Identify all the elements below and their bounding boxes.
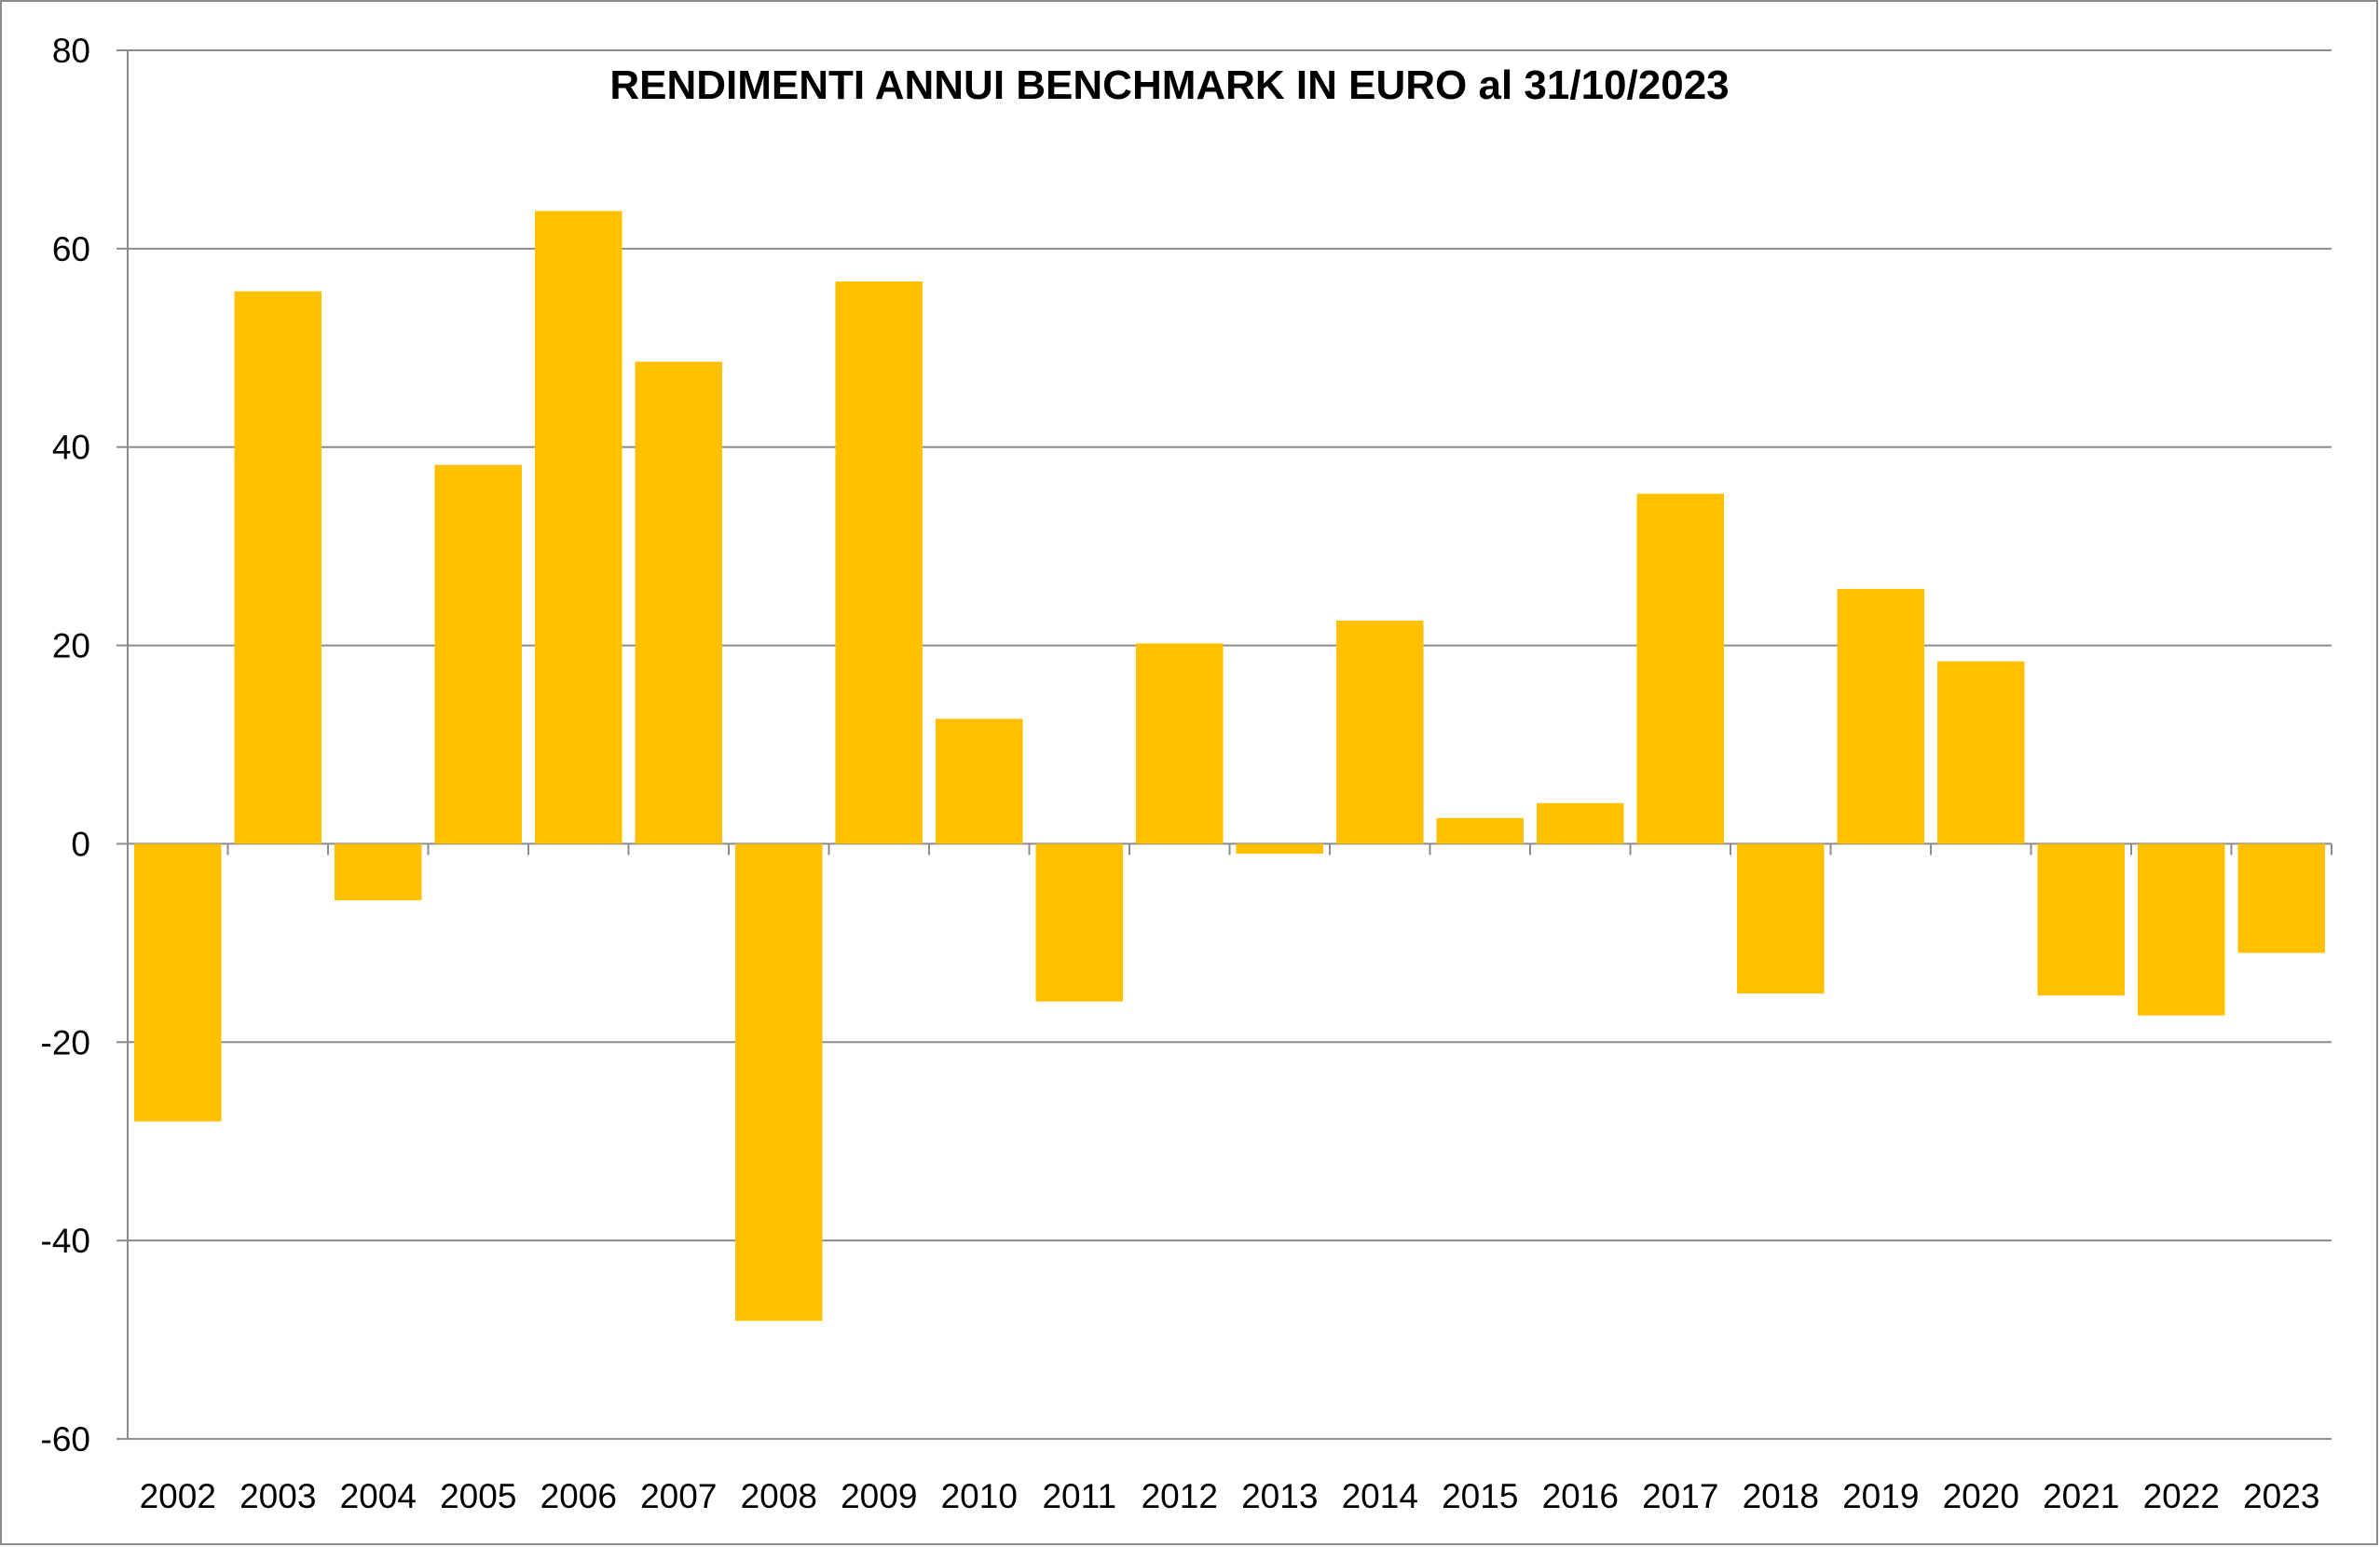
x-tick-label: 2020	[1943, 1477, 2019, 1515]
x-tick-label: 2013	[1241, 1477, 1318, 1515]
y-tick-label: 80	[52, 32, 90, 70]
bar-2022	[2137, 843, 2225, 1016]
x-tick-label: 2012	[1142, 1477, 1218, 1515]
bar-2020	[1936, 661, 2025, 844]
y-tick-label: 40	[52, 429, 90, 467]
x-tick-label: 2019	[1842, 1477, 1919, 1515]
bar-2018	[1736, 843, 1825, 994]
bar-2007	[635, 362, 723, 844]
y-axis-ticks: -60 -40 -20 0 20 40 60 80	[41, 32, 128, 1458]
x-tick-label: 2017	[1642, 1477, 1718, 1515]
y-tick-label: 20	[52, 627, 90, 665]
bar-2014	[1335, 620, 1424, 844]
x-tick-label: 2015	[1442, 1477, 1518, 1515]
bar-2004	[334, 843, 422, 901]
y-tick-label: 60	[52, 230, 90, 268]
y-tick-label: 0	[71, 825, 90, 863]
x-tick-label: 2006	[540, 1477, 617, 1515]
bar-2009	[835, 281, 923, 844]
bar-2011	[1035, 843, 1124, 1002]
bar-2013	[1236, 843, 1324, 855]
bar-2019	[1837, 588, 1925, 844]
bars	[133, 211, 2326, 1321]
x-tick-label: 2003	[239, 1477, 316, 1515]
x-tick-label: 2023	[2243, 1477, 2319, 1515]
x-tick-label: 2005	[440, 1477, 516, 1515]
x-tick-label: 2002	[140, 1477, 216, 1515]
x-tick-label: 2011	[1042, 1477, 1116, 1515]
bar-2003	[234, 291, 322, 844]
bar-2010	[935, 719, 1023, 844]
x-tick-label: 2018	[1743, 1477, 1819, 1515]
bar-2017	[1636, 493, 1725, 844]
bar-2016	[1536, 802, 1624, 844]
bar-2012	[1135, 643, 1224, 844]
x-tick-label: 2014	[1342, 1477, 1418, 1515]
x-tick-label: 2010	[941, 1477, 1018, 1515]
bar-2021	[2037, 843, 2126, 996]
bar-2002	[133, 843, 222, 1122]
x-tick-label: 2007	[640, 1477, 717, 1515]
y-tick-label: -40	[41, 1222, 90, 1260]
x-tick-label: 2021	[2043, 1477, 2119, 1515]
bar-2006	[534, 211, 622, 844]
y-tick-label: -60	[41, 1420, 90, 1458]
y-tick-label: -20	[41, 1023, 90, 1061]
x-tick-label: 2004	[340, 1477, 417, 1515]
x-tick-label: 2016	[1542, 1477, 1619, 1515]
chart-title: RENDIMENTI ANNUI BENCHMARK IN EURO al 31…	[609, 62, 1729, 108]
x-tick-label: 2008	[741, 1477, 817, 1515]
x-tick-label: 2009	[841, 1477, 917, 1515]
x-axis-ticks: 2002 2003 2004 2005 2006 2007 2008 2009 2010 2011…	[127, 843, 2332, 1515]
x-tick-label: 2022	[2143, 1477, 2220, 1515]
bar-2008	[734, 843, 823, 1321]
bar-2005	[434, 464, 523, 844]
bar-2015	[1436, 817, 1525, 844]
bar-2023	[2237, 843, 2326, 953]
